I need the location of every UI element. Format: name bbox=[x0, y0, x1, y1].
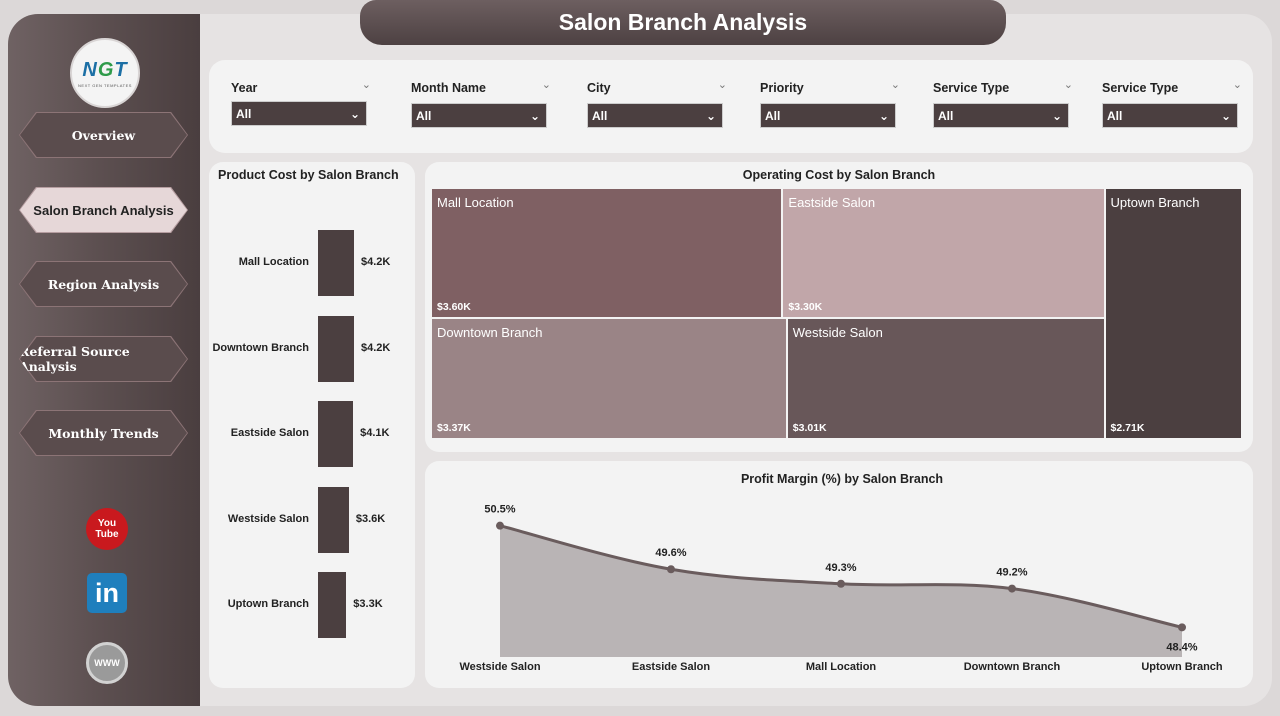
chevron-down-icon[interactable]: ⌄ bbox=[361, 79, 371, 91]
service-type-2-select[interactable]: All ⌄ bbox=[1102, 103, 1238, 128]
profit-margin-card: 50.5% Westside Salon 49.6% Eastside Salon 49… bbox=[425, 461, 1253, 688]
filter-label: Service Type bbox=[933, 81, 1010, 95]
filter-label: Service Type bbox=[1102, 81, 1179, 95]
linkedin-icon[interactable]: in bbox=[86, 572, 128, 614]
chevron-down-icon: ⌄ bbox=[1051, 108, 1062, 123]
treemap-tile-westside-salon[interactable]: Westside Salon $3.01K bbox=[786, 318, 1105, 439]
filter-label: Month Name bbox=[411, 81, 486, 95]
chevron-down-icon: ⌄ bbox=[705, 108, 716, 123]
chevron-down-icon[interactable]: ⌄ bbox=[1232, 79, 1242, 91]
data-label-eastside-salon: 49.6% bbox=[655, 547, 686, 559]
data-label-uptown-branch: 48.4% bbox=[1166, 641, 1197, 653]
bar-label-downtown-branch: Downtown Branch bbox=[212, 341, 309, 354]
filter-bar: Year ⌄ All ⌄ Month Name ⌄ All ⌄ City ⌄ All… bbox=[209, 60, 1253, 153]
nav-label: Overview bbox=[71, 127, 136, 143]
data-label-downtown-branch: 49.2% bbox=[996, 567, 1027, 579]
nav-monthly-trends-button[interactable]: Monthly Trends bbox=[19, 410, 188, 456]
logo-mark: NGT bbox=[82, 58, 128, 81]
globe-icon[interactable]: WWW bbox=[86, 642, 128, 684]
x-tick-uptown-branch: Uptown Branch bbox=[1141, 661, 1223, 673]
operating-cost-card: Operating Cost by Salon Branch Mall Loca… bbox=[425, 162, 1253, 452]
nav-label: Monthly Trends bbox=[48, 425, 159, 441]
filter-label: Year bbox=[231, 81, 258, 95]
year-select[interactable]: All ⌄ bbox=[231, 101, 367, 126]
chevron-down-icon[interactable]: ⌄ bbox=[1063, 79, 1073, 91]
chevron-down-icon: ⌄ bbox=[878, 108, 889, 123]
bar-value-mall-location: $4.2K bbox=[361, 256, 391, 268]
tile-value: $3.37K bbox=[437, 421, 471, 434]
nav-salon-branch-analysis-button[interactable]: Salon Branch Analysis bbox=[19, 187, 188, 233]
bar-uptown-branch[interactable] bbox=[318, 572, 347, 638]
bar-eastside-salon[interactable] bbox=[318, 401, 354, 467]
product-cost-card: Product Cost by Salon Branch Mall Locati… bbox=[209, 162, 415, 688]
ngt-logo[interactable]: NGT NEXT GEN TEMPLATES bbox=[70, 38, 140, 108]
tile-value: $3.60K bbox=[437, 301, 471, 314]
data-point-mall-location[interactable] bbox=[837, 579, 845, 588]
treemap-tile-eastside-salon[interactable]: Eastside Salon $3.30K bbox=[782, 188, 1105, 319]
bar-value-uptown-branch: $3.3K bbox=[353, 598, 383, 610]
area-fill bbox=[500, 525, 1182, 657]
filter-label: Priority bbox=[760, 81, 804, 95]
bar-downtown-branch[interactable] bbox=[318, 315, 354, 382]
city-select[interactable]: All ⌄ bbox=[587, 103, 723, 128]
profit-margin-title: Profit Margin (%) by Salon Branch bbox=[740, 472, 944, 486]
chevron-down-icon: ⌄ bbox=[349, 106, 360, 121]
nav-label: Region Analysis bbox=[47, 276, 160, 292]
x-tick-westside-salon: Westside Salon bbox=[459, 661, 540, 673]
chevron-down-icon[interactable]: ⌄ bbox=[541, 79, 551, 91]
bar-label-uptown-branch: Uptown Branch bbox=[227, 598, 309, 610]
page-title: Salon Branch Analysis bbox=[558, 9, 808, 35]
tile-value: $3.30K bbox=[788, 301, 823, 314]
x-tick-eastside-salon: Eastside Salon bbox=[632, 661, 711, 673]
data-label-mall-location: 49.3% bbox=[825, 562, 856, 574]
profit-margin-chart: 50.5% Westside Salon 49.6% Eastside Salon 49… bbox=[459, 504, 1223, 673]
bar-mall-location[interactable] bbox=[318, 230, 354, 296]
tile-name: Eastside Salon bbox=[788, 195, 876, 210]
tile-name: Downtown Branch bbox=[437, 325, 543, 341]
filter-label: City bbox=[587, 81, 611, 95]
title-banner: Salon Branch Analysis bbox=[360, 0, 1006, 45]
x-tick-downtown-branch: Downtown Branch bbox=[964, 661, 1061, 673]
chevron-down-icon: ⌄ bbox=[529, 108, 540, 123]
nav-region-analysis-button[interactable]: Region Analysis bbox=[19, 261, 188, 307]
treemap-tile-downtown-branch[interactable]: Downtown Branch $3.37K bbox=[431, 318, 787, 439]
nav-label: Referral Source Analysis bbox=[19, 344, 130, 374]
data-point-eastside-salon[interactable] bbox=[667, 565, 675, 574]
tile-name: Mall Location bbox=[437, 195, 514, 210]
youtube-icon[interactable]: You Tube bbox=[86, 508, 128, 550]
bar-value-eastside-salon: $4.1K bbox=[360, 427, 390, 439]
x-tick-mall-location: Mall Location bbox=[806, 661, 877, 673]
data-point-downtown-branch[interactable] bbox=[1008, 584, 1016, 593]
bar-westside-salon[interactable] bbox=[318, 486, 349, 553]
nav-overview-button[interactable]: Overview bbox=[19, 112, 188, 158]
tile-name: Westside Salon bbox=[792, 325, 883, 341]
operating-cost-title: Operating Cost by Salon Branch bbox=[742, 168, 936, 182]
chevron-down-icon: ⌄ bbox=[1220, 108, 1231, 123]
bar-value-westside-salon: $3.6K bbox=[355, 512, 386, 525]
product-cost-title: Product Cost by Salon Branch bbox=[218, 168, 399, 182]
chevron-down-icon[interactable]: ⌄ bbox=[890, 79, 900, 91]
logo-subtitle: NEXT GEN TEMPLATES bbox=[78, 82, 132, 88]
bar-label-eastside-salon: Eastside Salon bbox=[230, 427, 309, 439]
treemap-tile-mall-location[interactable]: Mall Location $3.60K bbox=[431, 188, 783, 319]
month-name-select[interactable]: All ⌄ bbox=[411, 103, 547, 128]
tile-value: $2.71K bbox=[1110, 422, 1145, 434]
chevron-down-icon[interactable]: ⌄ bbox=[717, 79, 727, 91]
priority-select[interactable]: All ⌄ bbox=[760, 103, 896, 128]
data-point-uptown-branch[interactable] bbox=[1178, 623, 1186, 632]
tile-value: $3.01K bbox=[792, 421, 827, 434]
data-point-westside-salon[interactable] bbox=[496, 521, 504, 530]
treemap-tile-uptown-branch[interactable]: Uptown Branch $2.71K bbox=[1104, 188, 1242, 439]
bar-label-westside-salon: Westside Salon bbox=[227, 512, 309, 525]
nav-referral-source-analysis-button[interactable]: Referral Source Analysis bbox=[19, 336, 188, 382]
service-type-select[interactable]: All ⌄ bbox=[933, 103, 1069, 128]
nav-label: Salon Branch Analysis bbox=[33, 202, 174, 218]
tile-name: Uptown Branch bbox=[1110, 195, 1200, 210]
bar-label-mall-location: Mall Location bbox=[238, 256, 309, 268]
data-label-westside-salon: 50.5% bbox=[484, 504, 515, 516]
bar-value-downtown-branch: $4.2K bbox=[361, 341, 391, 354]
